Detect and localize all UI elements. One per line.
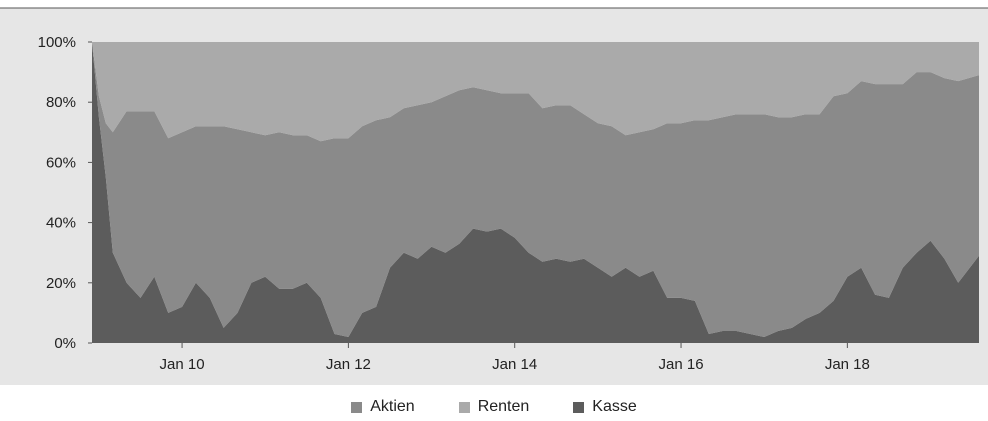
y-tick-label: 40% [46, 215, 76, 232]
legend-item-aktien: Aktien [351, 398, 415, 416]
legend-swatch-kasse [573, 401, 585, 413]
x-tick-label: Jan 18 [825, 356, 870, 373]
plot-area [92, 42, 979, 343]
legend-label-aktien: Aktien [370, 398, 415, 415]
x-tick-label: Jan 14 [492, 356, 537, 373]
area-aktien [92, 42, 979, 337]
y-tick-label: 60% [46, 154, 76, 171]
y-tick-label: 0% [54, 335, 76, 352]
x-tick-label: Jan 16 [659, 356, 704, 373]
y-tick-label: 100% [38, 34, 76, 51]
legend-item-renten: Renten [458, 398, 530, 416]
legend-swatch-renten [458, 401, 470, 413]
x-tick-label: Jan 10 [160, 356, 205, 373]
y-axis: 0% 20% 40% 60% 80% 100% [38, 34, 92, 352]
area-kasse [92, 42, 979, 343]
y-tick-label: 20% [46, 275, 76, 292]
legend-label-kasse: Kasse [592, 398, 637, 415]
legend-label-renten: Renten [477, 398, 530, 415]
legend-item-kasse: Kasse [573, 398, 637, 416]
area-renten [92, 42, 979, 142]
y-tick-label: 80% [46, 94, 76, 111]
legend: Aktien Renten Kasse [0, 398, 988, 416]
x-axis: Jan 10 Jan 12 Jan 14 Jan 16 Jan 18 [160, 343, 870, 373]
legend-swatch-aktien [351, 401, 363, 413]
x-tick-label: Jan 12 [326, 356, 371, 373]
